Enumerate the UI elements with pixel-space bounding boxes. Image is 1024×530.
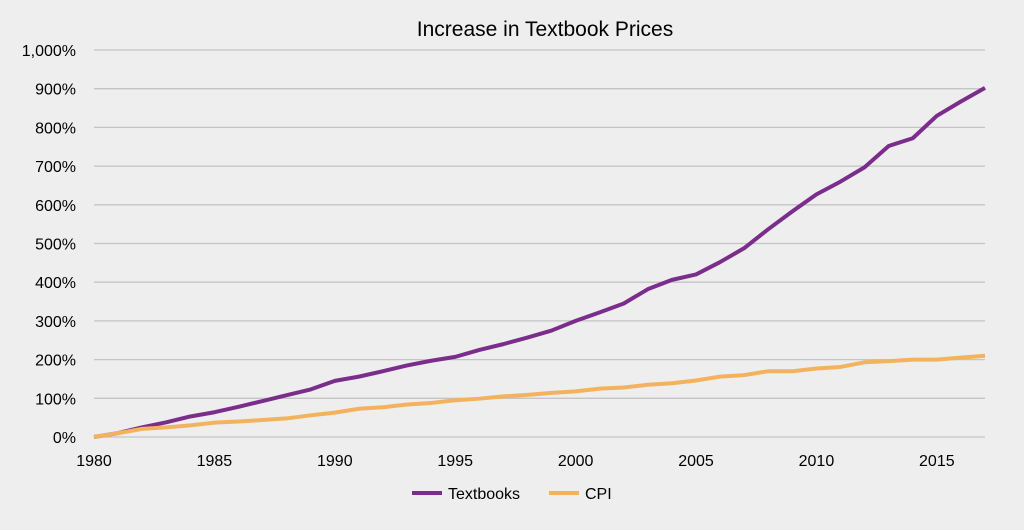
y-tick-label: 700% — [35, 159, 76, 176]
y-tick-label: 600% — [35, 198, 76, 215]
y-tick-label: 1,000% — [22, 43, 76, 60]
series-lines — [93, 86, 986, 439]
x-tick-label: 2000 — [558, 453, 594, 470]
x-tick-label: 1980 — [76, 453, 112, 470]
y-tick-label: 500% — [35, 237, 76, 254]
x-tick-label: 2010 — [799, 453, 835, 470]
y-tick-label: 100% — [35, 391, 76, 408]
x-tick-label: 2005 — [678, 453, 714, 470]
gridlines — [94, 49, 985, 438]
legend-label-textbooks: Textbooks — [448, 486, 520, 503]
x-tick-label: 2015 — [919, 453, 955, 470]
series-line-textbooks — [93, 86, 986, 439]
y-tick-label: 400% — [35, 275, 76, 292]
x-tick-label: 1995 — [437, 453, 473, 470]
y-axis: 0% 100% 200% 300% 400% 500% 600% 700% 800% 900% 1,… — [22, 43, 76, 447]
x-tick-label: 1990 — [317, 453, 353, 470]
chart-title: Increase in Textbook Prices — [417, 18, 673, 41]
y-tick-label: 800% — [35, 120, 76, 137]
x-tick-label: 1985 — [197, 453, 233, 470]
y-tick-label: 0% — [53, 430, 76, 447]
x-axis: 1980 1985 1990 1995 2000 2005 2010 2015 — [76, 453, 955, 470]
legend: Textbooks CPI — [412, 486, 612, 503]
series-line-cpi — [93, 353, 986, 439]
y-tick-label: 300% — [35, 314, 76, 331]
y-tick-label: 900% — [35, 82, 76, 99]
legend-label-cpi: CPI — [585, 486, 612, 503]
y-tick-label: 200% — [35, 353, 76, 370]
